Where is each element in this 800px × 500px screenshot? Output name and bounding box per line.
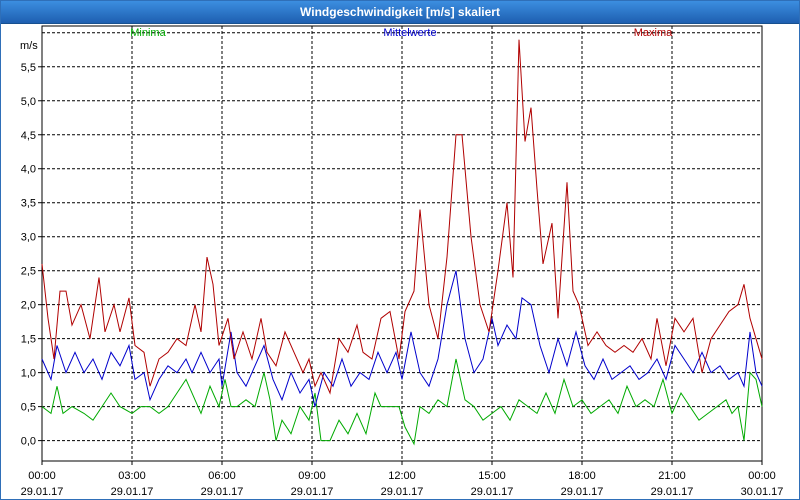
- y-tick-label: 2,0: [21, 300, 36, 312]
- legend-mittelwerte: Mittelwerte: [383, 27, 436, 39]
- series-minima-line: [41, 358, 763, 446]
- y-axis-label: m/s: [20, 40, 38, 52]
- y-tick-label: 5,0: [21, 96, 36, 108]
- chart-axes: [38, 25, 763, 465]
- x-tick-time: 00:00: [748, 470, 776, 482]
- y-tick-label: 1,0: [21, 368, 36, 380]
- x-tick-time: 12:00: [388, 470, 416, 482]
- y-tick-label: 4,5: [21, 130, 36, 142]
- x-tick-date: 29.01.17: [561, 486, 604, 498]
- x-tick-date: 30.01.17: [741, 486, 784, 498]
- series-mittelwerte-line: [41, 270, 763, 407]
- x-tick-date: 29.01.17: [201, 486, 244, 498]
- x-tick-time: 03:00: [118, 470, 146, 482]
- x-tick-time: 00:00: [28, 470, 56, 482]
- legend-maxima: Maxima: [634, 27, 673, 39]
- x-tick-time: 06:00: [208, 470, 236, 482]
- legend-minima: Minima: [130, 27, 166, 39]
- x-tick-time: 15:00: [478, 470, 506, 482]
- x-tick-date: 29.01.17: [381, 486, 424, 498]
- y-tick-label: 3,5: [21, 198, 36, 210]
- x-tick-date: 29.01.17: [21, 486, 64, 498]
- y-tick-label: 3,0: [21, 232, 36, 244]
- chart-grid: [42, 26, 762, 461]
- y-tick-label: 2,5: [21, 266, 36, 278]
- y-tick-label: 0,5: [21, 402, 36, 414]
- plot-border: [41, 25, 763, 462]
- y-tick-label: 5,5: [21, 62, 36, 74]
- line-chart: 0,0 0,5 1,0 1,5 2,0 2,5 3,0 3,5 4,0 4,5 5,0 5,5 m/s 0…: [20, 25, 783, 498]
- x-tick-time: 18:00: [568, 470, 596, 482]
- x-tick-date: 29.01.17: [651, 486, 694, 498]
- x-tick-date: 29.01.17: [111, 486, 154, 498]
- x-tick-time: 09:00: [298, 470, 326, 482]
- series-maxima-line: [41, 39, 763, 395]
- x-tick-date: 29.01.17: [291, 486, 334, 498]
- x-tick-time: 21:00: [658, 470, 686, 482]
- x-tick-date: 29.01.17: [471, 486, 514, 498]
- y-tick-label: 4,0: [21, 164, 36, 176]
- chart-series: [41, 39, 763, 446]
- window-title: Windgeschwindigkeit [m/s] skaliert: [1, 1, 799, 24]
- chart-labels: 0,0 0,5 1,0 1,5 2,0 2,5 3,0 3,5 4,0 4,5 5,0 5,5 m/s 0…: [20, 27, 783, 498]
- y-tick-label: 1,5: [21, 334, 36, 346]
- y-tick-label: 0,0: [21, 436, 36, 448]
